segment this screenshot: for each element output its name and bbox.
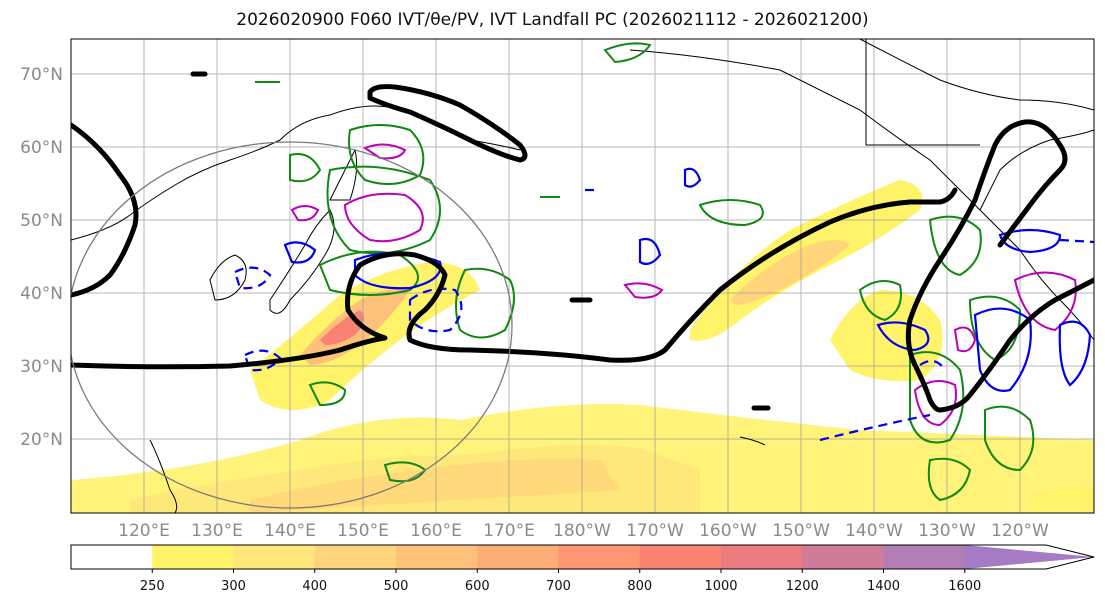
lon-label: 150°E	[337, 521, 389, 541]
colorbar-swatch	[721, 545, 803, 569]
lon-label: 120°W	[991, 521, 1049, 541]
lon-label: 140°E	[264, 521, 316, 541]
latitude-labels: 70°N 60°N 50°N 40°N 30°N 20°N	[20, 65, 63, 450]
colorbar: 250 300 400 500 600 700 800 1000 1200 1400 1600	[70, 544, 1095, 594]
colorbar-swatch	[152, 545, 234, 569]
colorbar-swatch	[639, 545, 722, 569]
colorbar-tick-label: 1400	[867, 579, 900, 594]
plot-frame	[70, 38, 1095, 514]
colorbar-ticks: 250 300 400 500 600 700 800 1000 1200 1400 1600	[140, 569, 981, 594]
lon-label: 150°W	[772, 521, 830, 541]
lon-label: 120°E	[118, 521, 170, 541]
colorbar-tick-label: 250	[140, 579, 165, 594]
lon-label: 130°W	[918, 521, 976, 541]
range-circle	[71, 141, 513, 509]
colorbar-tick-label: 500	[384, 579, 409, 594]
lat-label: 70°N	[20, 65, 63, 85]
lat-label: 60°N	[20, 138, 63, 158]
colorbar-tick-label: 1000	[704, 579, 737, 594]
lat-label: 40°N	[20, 284, 63, 304]
colorbar-swatch	[314, 545, 397, 569]
lat-label: 20°N	[20, 430, 63, 450]
lon-label: 170°E	[483, 521, 535, 541]
lon-label: 160°W	[699, 521, 757, 541]
colorbar-tick-label: 1200	[786, 579, 819, 594]
colorbar-extend-arrow	[964, 545, 1094, 569]
lon-label: 170°W	[626, 521, 684, 541]
lon-label: 130°E	[191, 521, 243, 541]
colorbar-tick-label: 400	[302, 579, 327, 594]
colorbar-tick-label: 800	[627, 579, 652, 594]
colorbar-tick-label: 700	[546, 579, 571, 594]
lon-label: 160°E	[410, 521, 462, 541]
pv-dashed-contours	[233, 188, 1094, 442]
colorbar-swatch	[233, 545, 316, 569]
colorbar-swatch	[883, 545, 966, 569]
colorbar-tick-label: 300	[221, 579, 246, 594]
colorbar-swatch	[71, 545, 153, 569]
colorbar-swatch	[802, 545, 884, 569]
lat-label: 30°N	[20, 357, 63, 377]
colorbar-swatch	[396, 545, 478, 569]
lon-label: 180°W	[553, 521, 611, 541]
lon-label: 140°W	[845, 521, 903, 541]
longitude-labels: 120°E 130°E 140°E 150°E 160°E 170°E 180°…	[118, 521, 1049, 541]
colorbar-swatches	[71, 545, 1094, 569]
lat-label: 50°N	[20, 211, 63, 231]
theta-e-contour	[71, 71, 1094, 413]
colorbar-outline	[70, 544, 1095, 570]
colorbar-swatch	[477, 545, 559, 569]
colorbar-swatch	[558, 545, 641, 569]
figure-title: 2026020900 F060 IVT/θe/PV, IVT Landfall …	[236, 10, 869, 30]
graticule	[71, 39, 1094, 513]
colorbar-tick-label: 1600	[948, 579, 981, 594]
green-contours	[255, 42, 1035, 502]
colorbar-tick-label: 600	[465, 579, 490, 594]
